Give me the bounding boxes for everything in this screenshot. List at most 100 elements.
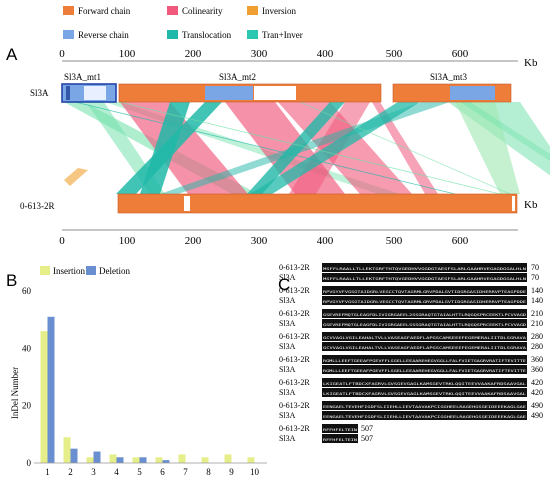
sequence-residues: RFFHFELTEIN xyxy=(323,438,357,442)
ribbon-tran-5 xyxy=(455,102,520,194)
sequence-residues: RGMLLLEEFTGEEAFPGEVFFLSGELLEEAAREHEGVGGL… xyxy=(323,369,526,373)
contig-label-mt1: Sl3A_mt1 xyxy=(64,72,101,82)
contig-label-mt2: Sl3A_mt2 xyxy=(219,72,256,82)
legend-swatch-inversion xyxy=(247,6,258,15)
legend-b: Insertion Deletion xyxy=(40,266,130,276)
sequence-end-position: 360 xyxy=(531,355,543,364)
bar-deletion-1 xyxy=(47,316,55,463)
x-tick-label: 4 xyxy=(114,467,119,477)
sequence-end-position: 420 xyxy=(531,388,543,397)
sequence-residues: MSFFLRAALLTLLEKTGRFTHTQVGEDHVVGGDGTAESFS… xyxy=(323,277,526,281)
sequence-end-position: 140 xyxy=(531,296,543,305)
panel-c-label: C xyxy=(278,275,290,294)
sequence-name: Sl3A xyxy=(279,342,296,351)
ribbon-transloc-5 xyxy=(160,102,450,194)
sequence-background xyxy=(322,286,527,295)
bottom-tick-0: 0 xyxy=(59,235,65,247)
bottom-genome-gap-1 xyxy=(184,196,190,211)
sequence-background xyxy=(322,296,527,305)
sequence-name: 0-613-2R xyxy=(279,378,310,387)
bottom-genome-bar xyxy=(117,193,518,214)
top-genome-name: Sl3A xyxy=(30,88,49,98)
panel-b: B Insertion Deletion InDel Number 0 20 40 6… xyxy=(6,266,267,477)
bar-insertion-2 xyxy=(63,437,71,463)
sequence-name: 0-613-2R xyxy=(279,309,310,318)
legend-a: Forward chain Colinearity Inversion Reve… xyxy=(63,6,303,40)
x-ticks: 1 2 3 4 5 6 7 8 9 10 xyxy=(45,467,259,477)
sequence-name: Sl3A xyxy=(279,411,296,420)
top-tick-600: 600 xyxy=(452,48,469,60)
bar-insertion-8 xyxy=(201,457,209,463)
sequence-name: 0-613-2R xyxy=(279,286,310,295)
legend-swatch-forward xyxy=(63,6,74,15)
sequence-background xyxy=(322,342,527,351)
synteny-ribbons xyxy=(64,101,550,195)
sequence-residues: LKIGEATLFTBDCXFAGRVLGVSGEVGAGLKAMSGEVTRK… xyxy=(323,382,526,386)
sequence-end-position: 507 xyxy=(361,434,373,443)
bottom-tick-100: 100 xyxy=(119,235,136,247)
ribbon-line-2 xyxy=(119,101,501,195)
sequence-background xyxy=(322,411,527,420)
bar-insertion-1 xyxy=(40,331,48,463)
sequence-end-position: 280 xyxy=(531,332,543,341)
sequence-name: 0-613-2R xyxy=(279,332,310,341)
contig-mt1-light xyxy=(84,86,106,100)
sequence-background xyxy=(322,355,527,364)
y-axis-label: InDel Number xyxy=(10,367,20,419)
bottom-tick-500: 500 xyxy=(386,235,403,247)
top-kb-label: Kb xyxy=(524,57,538,69)
legend-label-inversion: Inversion xyxy=(262,6,296,16)
bottom-tick-600: 600 xyxy=(452,235,469,247)
legend-swatch-traninver xyxy=(247,30,258,39)
sequence-residues: RGMLLLEEFTGEEAFPGEVFFLSGELLEEAAREHEGVGGL… xyxy=(323,359,526,363)
panel-c: C 0-613-2R MSFFLRAALLTLLEKTGRFTHTQVGEDHVV… xyxy=(278,263,543,443)
sequence-residues: LKIGEATLFTBDCXFAGRVLGVSGEVGAGLKAMSGEVTRK… xyxy=(323,392,526,396)
sequence-residues: GCVVAGLVGILEAHALTVLLVASEAGFAEDFLAPGSCAMS… xyxy=(323,346,526,350)
top-tick-300: 300 xyxy=(251,48,268,60)
top-tick-400: 400 xyxy=(317,48,334,60)
sequence-end-position: 210 xyxy=(531,319,543,328)
sequence-residues: GSEVREFMQTGLEAGFDLIVIGRGAEELSSSGRAQTGTAI… xyxy=(323,323,526,327)
sequence-residues: RFFHFELTEIN xyxy=(323,428,357,432)
legend-label-insertion: Insertion xyxy=(53,266,85,276)
ribbon-tran-6 xyxy=(460,102,550,162)
contig-mt2-reverse xyxy=(205,86,253,100)
bar-deletion-3 xyxy=(93,451,101,463)
y-tick-label: 20 xyxy=(22,401,32,411)
bar-deletion-4 xyxy=(116,457,124,463)
ribbon-colinear-1 xyxy=(120,102,248,194)
sequence-residues: RPVGYVFVGSGTAIDGRLVEGCCTQVTAGRMLGRVPDALG… xyxy=(323,300,526,304)
top-scale: 0 100 200 300 400 500 600 Kb xyxy=(59,48,538,69)
x-tick-label: 2 xyxy=(68,467,73,477)
top-ticks: 0 100 200 300 400 500 600 xyxy=(59,48,469,60)
sequence-name: Sl3A xyxy=(279,388,296,397)
sequence-name: Sl3A xyxy=(279,296,296,305)
sequence-name: Sl3A xyxy=(279,365,296,374)
sequence-name: 0-613-2R xyxy=(279,355,310,364)
sequence-background xyxy=(322,434,358,443)
sequence-end-position: 280 xyxy=(531,342,543,351)
bottom-genome-gap-2 xyxy=(512,196,515,211)
bar-insertion-9 xyxy=(224,454,232,463)
sequence-name: Sl3A xyxy=(279,434,296,443)
x-tick-label: 7 xyxy=(183,467,188,477)
bottom-genome-name: 0-613-2R xyxy=(20,201,55,211)
x-tick-label: 1 xyxy=(45,467,50,477)
sequence-name: Sl3A xyxy=(279,273,296,282)
contig-label-mt3: Sl3A_mt3 xyxy=(430,72,468,82)
sequence-end-position: 490 xyxy=(531,401,543,410)
sequence-background xyxy=(322,309,527,318)
bar-deletion-6 xyxy=(162,460,170,463)
sequence-residues: GCVVAGLVGILEAHALTVLLVASEAGFAEDFLAPGSCAMS… xyxy=(323,336,526,340)
legend-label-traninver: Tran+Inver xyxy=(262,30,303,40)
panel-a-label: A xyxy=(6,45,18,64)
legend-label-reverse: Reverse chain xyxy=(78,30,129,40)
sequence-residues: EENGAELTEVEHFIGDFSLIIEHLLIEVTAAVAKPCIGGH… xyxy=(323,405,526,409)
bar-insertion-4 xyxy=(109,454,117,463)
legend-swatch-insertion xyxy=(40,266,50,275)
bar-insertion-7 xyxy=(178,454,186,463)
top-tick-100: 100 xyxy=(119,48,136,60)
sequence-residues: GSEVREFMQTGLEAGFDLIVIGRGAEEL2SSGRAQTGTAI… xyxy=(323,313,526,317)
sequence-residues: RPVGYVFVGSGTAIDGRLVEGCCTQVTAGRMLGRVPDALG… xyxy=(323,290,526,294)
legend-swatch-colinearity xyxy=(167,6,178,15)
